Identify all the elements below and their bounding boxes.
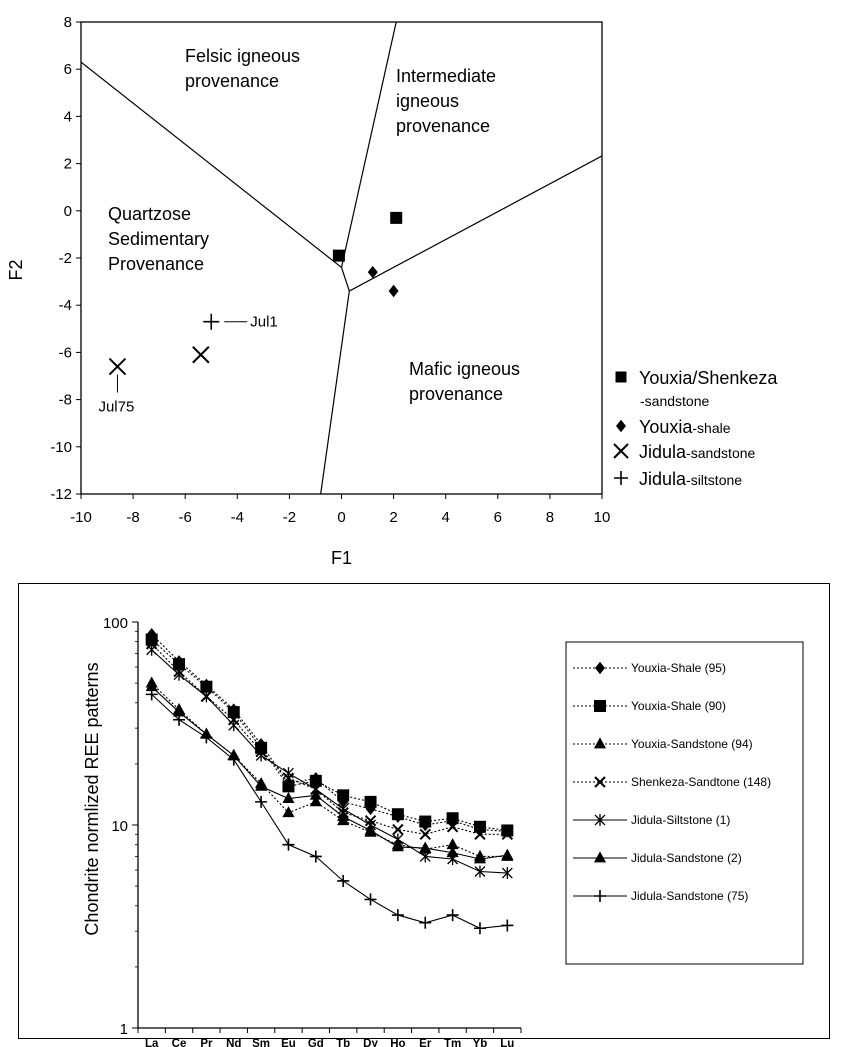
region-label-line: Intermediate bbox=[396, 66, 496, 86]
x-tick-label: Ce bbox=[172, 1038, 187, 1047]
legend-series-name: Youxia/Shenkeza bbox=[639, 368, 778, 388]
y-tick-label: -2 bbox=[59, 250, 72, 267]
data-point bbox=[367, 265, 378, 279]
x-tick-label: -10 bbox=[70, 509, 92, 526]
x-tick-label: 0 bbox=[337, 509, 345, 526]
x-tick-label: Lu bbox=[500, 1038, 514, 1047]
y-tick-label: -4 bbox=[59, 297, 72, 314]
legend-series-suffix: -shale bbox=[692, 420, 730, 436]
legend-series-suffix: -sandstone bbox=[640, 393, 709, 409]
y-tick-label: -10 bbox=[50, 439, 72, 456]
region-label: Felsic igneous provenance bbox=[185, 46, 300, 91]
region-label-line: Sedimentary bbox=[108, 229, 209, 249]
y-tick-label: 2 bbox=[64, 156, 72, 173]
ternary-discriminant-chart: 8 6 4 2 0 -2 -4 -6 -8 -10 -12 -10 -8 -6 -4 -2 0 2 4 6 8 10 F1 F… bbox=[6, 14, 778, 568]
ree-chart-panel bbox=[18, 583, 830, 1039]
x-tick-label: 10 bbox=[594, 509, 611, 526]
x-tick-label: 2 bbox=[389, 509, 397, 526]
legend-marker bbox=[614, 471, 628, 485]
legend-label: Youxia-shale bbox=[639, 417, 731, 437]
x-tick-label: -8 bbox=[126, 509, 139, 526]
y-tick-label: -8 bbox=[59, 392, 72, 409]
legend-series-suffix: -sandstone bbox=[686, 445, 755, 461]
legend-series-suffix: -siltstone bbox=[686, 472, 742, 488]
y-tick-label: 4 bbox=[64, 108, 72, 125]
legend-marker bbox=[613, 443, 629, 459]
data-point bbox=[388, 284, 399, 298]
region-label: Mafic igneous provenance bbox=[409, 359, 520, 404]
x-tick-label: Nd bbox=[226, 1038, 241, 1047]
x-tick-label: Ho bbox=[390, 1038, 405, 1047]
x-tick-label: Sm bbox=[252, 1038, 270, 1047]
x-tick-label: Tm bbox=[444, 1038, 461, 1047]
x-tick-label: Yb bbox=[473, 1038, 488, 1047]
region-label-line: provenance bbox=[185, 71, 279, 91]
legend-label: Jidula-sandstone bbox=[639, 442, 756, 462]
annotation-jul1: Jul1 bbox=[250, 314, 278, 331]
x-tick-label: La bbox=[145, 1038, 159, 1047]
x-axis-label: F1 bbox=[331, 548, 352, 568]
x-tick-label: Er bbox=[419, 1038, 432, 1047]
data-point bbox=[390, 211, 403, 224]
y-tick-label: 8 bbox=[64, 14, 72, 31]
x-tick-label: Tb bbox=[336, 1038, 350, 1047]
boundary-line bbox=[81, 61, 342, 268]
region-label-line: Provenance bbox=[108, 254, 204, 274]
region-label: Quartzose Sedimentary Provenance bbox=[108, 204, 209, 274]
data-point bbox=[332, 249, 345, 262]
y-tick-label: -6 bbox=[59, 344, 72, 361]
region-label-line: igneous bbox=[396, 91, 459, 111]
region-label-line: provenance bbox=[396, 116, 490, 136]
boundary-line bbox=[349, 155, 602, 292]
legend-marker bbox=[615, 371, 627, 383]
legend-entry: Youxia-shale bbox=[616, 417, 731, 437]
legend-label: Youxia/Shenkeza bbox=[639, 368, 778, 388]
y-tick-label: 6 bbox=[64, 61, 72, 78]
legend-series-name: Jidula bbox=[639, 469, 687, 489]
data-point bbox=[192, 346, 210, 364]
region-label-line: provenance bbox=[409, 384, 503, 404]
x-tick-label: -6 bbox=[179, 509, 192, 526]
boundary-line bbox=[340, 22, 397, 268]
legend-series-name: Youxia bbox=[639, 417, 693, 437]
boundary-line bbox=[340, 267, 350, 292]
region-label-line: Quartzose bbox=[108, 204, 191, 224]
x-tick-label: -2 bbox=[283, 509, 296, 526]
x-tick-label: -4 bbox=[231, 509, 244, 526]
legend-entry: Jidula-sandstone bbox=[613, 442, 756, 462]
legend-series-name: Jidula bbox=[639, 442, 687, 462]
legend-entry: Jidula-siltstone bbox=[614, 469, 742, 489]
x-tick-label: 8 bbox=[546, 509, 554, 526]
y-tick-label: 0 bbox=[64, 203, 72, 220]
x-tick-label: Gd bbox=[308, 1038, 324, 1047]
data-point bbox=[108, 357, 127, 376]
x-tick-label: Eu bbox=[281, 1038, 296, 1047]
y-tick-label: -12 bbox=[50, 486, 72, 503]
region-label: Intermediate igneous provenance bbox=[396, 66, 496, 136]
annotation-jul75: Jul75 bbox=[98, 399, 134, 416]
legend-label: Jidula-siltstone bbox=[639, 469, 742, 489]
legend-marker bbox=[616, 419, 626, 433]
data-point bbox=[203, 313, 220, 330]
legend-entry: Youxia/Shenkeza bbox=[615, 368, 778, 388]
boundary-line bbox=[320, 290, 350, 494]
y-axis-label: F2 bbox=[6, 259, 26, 280]
x-tick-label: 4 bbox=[442, 509, 450, 526]
region-label-line: Felsic igneous bbox=[185, 46, 300, 66]
x-tick-label: 6 bbox=[494, 509, 502, 526]
x-tick-label: Pr bbox=[200, 1038, 213, 1047]
x-tick-label: Dy bbox=[363, 1038, 378, 1047]
region-label-line: Mafic igneous bbox=[409, 359, 520, 379]
